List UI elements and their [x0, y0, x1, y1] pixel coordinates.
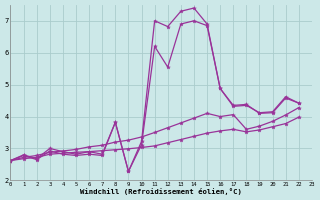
X-axis label: Windchill (Refroidissement éolien,°C): Windchill (Refroidissement éolien,°C): [80, 188, 242, 195]
